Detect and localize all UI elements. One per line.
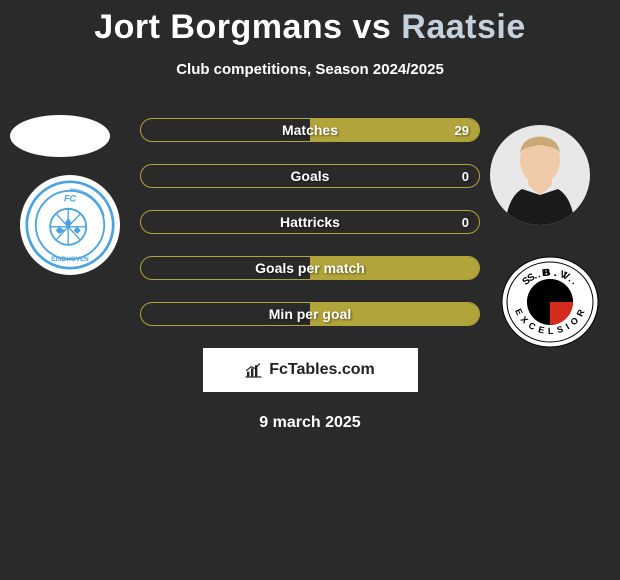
report-date: 9 march 2025 (0, 414, 620, 432)
stats-bars: Matches29Goals0Hattricks0Goals per match… (0, 118, 620, 326)
bar-label: Goals per match (141, 257, 479, 279)
bar-chart-icon (245, 362, 265, 378)
bar-value-right: 0 (462, 165, 469, 187)
bar-value-right: 29 (455, 119, 469, 141)
bar-label: Matches (141, 119, 479, 141)
bar-label: Min per goal (141, 303, 479, 325)
stat-bar-min-per-goal: Min per goal (140, 302, 480, 326)
title-connector: vs (343, 8, 402, 46)
stat-bar-goals-per-match: Goals per match (140, 256, 480, 280)
stat-bar-matches: Matches29 (140, 118, 480, 142)
bar-label: Goals (141, 165, 479, 187)
competitions-subtitle: Club competitions, Season 2024/2025 (0, 61, 620, 78)
stat-bar-hattricks: Hattricks0 (140, 210, 480, 234)
branding-text: FcTables.com (269, 361, 375, 379)
comparison-title: Jort Borgmans vs Raatsie (0, 0, 620, 47)
stat-bar-goals: Goals0 (140, 164, 480, 188)
player1-name: Jort Borgmans (94, 8, 342, 46)
bar-value-right: 0 (462, 211, 469, 233)
bar-label: Hattricks (141, 211, 479, 233)
fctables-branding: FcTables.com (203, 348, 418, 392)
player2-name: Raatsie (401, 8, 525, 46)
